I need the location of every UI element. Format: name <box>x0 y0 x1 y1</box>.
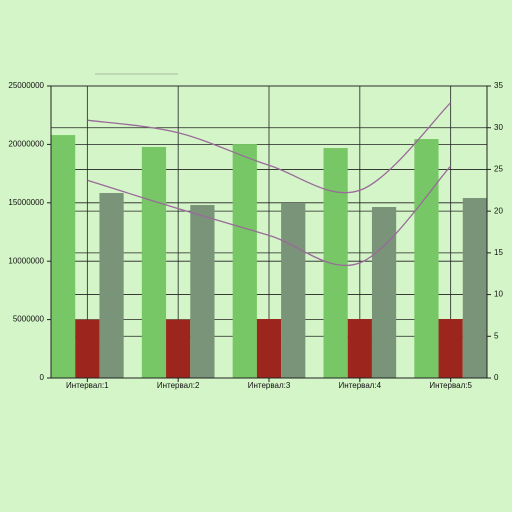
x-tick-label: Интервал:4 <box>339 381 382 390</box>
y2-tick-label: 25 <box>494 165 503 174</box>
bar <box>190 205 215 378</box>
bar <box>414 139 439 378</box>
bar <box>438 319 463 378</box>
y2-tick-label: 35 <box>494 81 503 90</box>
y-tick-label: 20000000 <box>8 140 44 149</box>
bar <box>462 198 487 378</box>
bar <box>141 146 167 378</box>
bar <box>281 203 306 378</box>
x-tick-label: Интервал:5 <box>429 381 472 390</box>
bar <box>75 319 100 378</box>
y-tick-label: 5000000 <box>13 315 45 324</box>
y2-tick-label: 20 <box>494 206 503 215</box>
bar <box>371 207 397 378</box>
y2-tick-label: 0 <box>494 373 499 382</box>
bar <box>323 148 348 378</box>
bar <box>51 135 76 378</box>
y-tick-label: 25000000 <box>8 81 44 90</box>
y-tick-label: 10000000 <box>8 256 44 265</box>
x-tick-label: Интервал:1 <box>66 381 109 390</box>
y2-tick-label: 15 <box>494 248 503 257</box>
y2-tick-label: 10 <box>494 290 503 299</box>
y2-tick-label: 30 <box>494 123 503 132</box>
y-tick-label: 0 <box>40 373 45 382</box>
y2-tick-label: 5 <box>494 331 499 340</box>
bar <box>99 192 124 378</box>
bar <box>347 319 372 378</box>
bar <box>166 319 191 378</box>
bar <box>256 319 282 378</box>
line-series <box>87 165 452 267</box>
line-series <box>87 102 452 194</box>
bar <box>232 144 257 378</box>
x-tick-label: Интервал:3 <box>248 381 291 390</box>
x-tick-label: Интервал:2 <box>157 381 200 390</box>
y-tick-label: 15000000 <box>8 198 44 207</box>
